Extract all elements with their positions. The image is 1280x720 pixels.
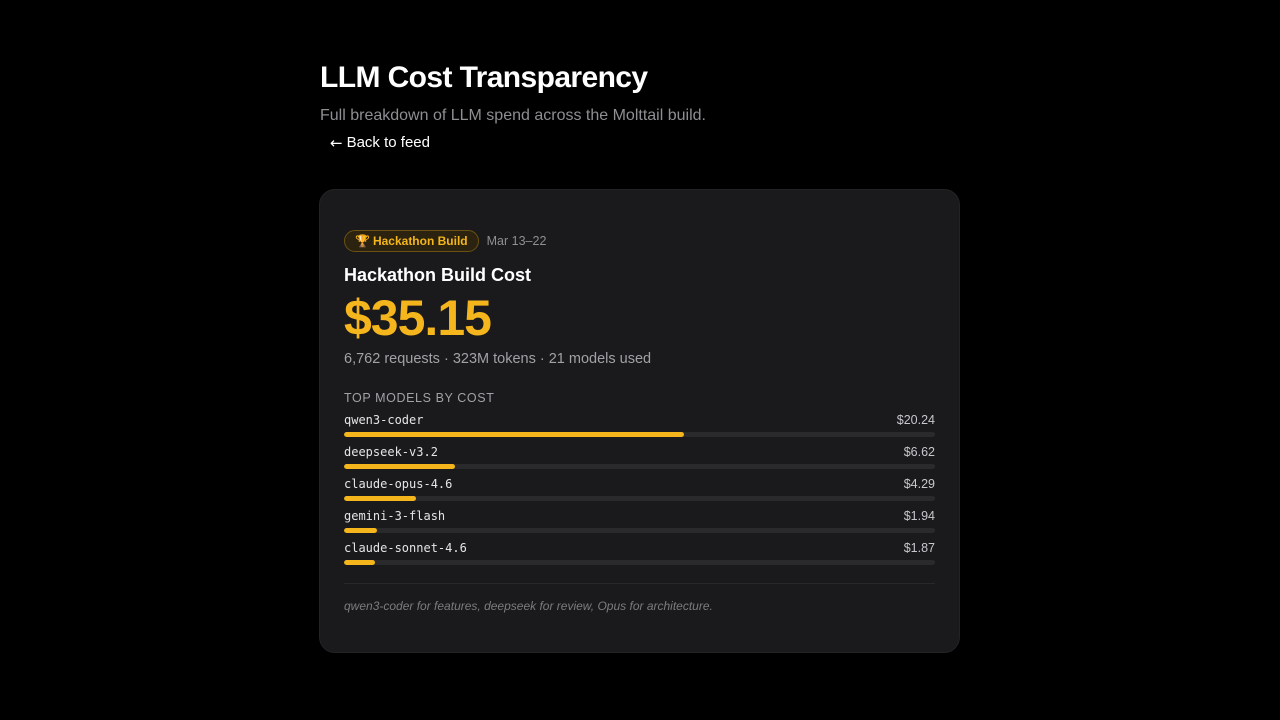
usage-stats: 6,762 requests · 323M tokens · 21 models… xyxy=(344,351,652,367)
cost-bar-fill xyxy=(344,528,377,533)
page-header: LLM Cost Transparency Full breakdown of … xyxy=(320,58,960,154)
model-cost: $6.62 xyxy=(903,445,935,459)
cost-bar-fill xyxy=(344,432,685,437)
cost-bar-fill xyxy=(344,464,456,469)
section-label: TOP MODELS BY COST xyxy=(344,391,495,405)
total-cost: $35.15 xyxy=(344,290,492,346)
model-row: claude-opus-4.6 $4.29 xyxy=(344,475,935,507)
cost-bar-fill xyxy=(344,560,376,565)
cost-bar-fill xyxy=(344,496,417,501)
model-cost: $20.24 xyxy=(896,413,935,427)
model-list: qwen3-coder $20.24 deepseek-v3.2 $6.62 c… xyxy=(344,411,935,571)
model-row: claude-sonnet-4.6 $1.87 xyxy=(344,539,935,571)
back-link-label: Back to feed xyxy=(346,134,430,151)
trophy-icon: 🏆 xyxy=(355,234,370,248)
model-name: gemini-3-flash xyxy=(344,509,446,523)
hackathon-badge: 🏆 Hackathon Build xyxy=(344,230,479,252)
model-name: claude-sonnet-4.6 xyxy=(344,541,467,555)
card-divider xyxy=(344,583,935,584)
model-cost: $4.29 xyxy=(903,477,935,491)
page-subtitle: Full breakdown of LLM spend across the M… xyxy=(320,107,706,124)
model-name: claude-opus-4.6 xyxy=(344,477,453,491)
cost-bar-track xyxy=(344,560,935,565)
cost-bar-track xyxy=(344,464,935,469)
model-name: deepseek-v3.2 xyxy=(344,445,438,459)
card-title: Hackathon Build Cost xyxy=(344,265,532,285)
model-row: deepseek-v3.2 $6.62 xyxy=(344,443,935,475)
cost-bar-track xyxy=(344,496,935,501)
card-meta-row: 🏆 Hackathon Build Mar 13–22 xyxy=(344,230,935,252)
arrow-left-icon: ← xyxy=(330,134,343,152)
badge-label: Hackathon Build xyxy=(372,234,468,248)
card-footnote: qwen3-coder for features, deepseek for r… xyxy=(344,599,713,613)
date-range: Mar 13–22 xyxy=(486,234,547,248)
model-row: gemini-3-flash $1.94 xyxy=(344,507,935,539)
back-to-feed-link[interactable]: ← Back to feed xyxy=(330,132,430,154)
model-cost: $1.94 xyxy=(903,509,935,523)
cost-card: 🏆 Hackathon Build Mar 13–22 Hackathon Bu… xyxy=(319,189,960,653)
model-cost: $1.87 xyxy=(903,541,935,555)
cost-bar-track xyxy=(344,432,935,437)
page-title: LLM Cost Transparency xyxy=(320,61,648,94)
cost-bar-track xyxy=(344,528,935,533)
model-row: qwen3-coder $20.24 xyxy=(344,411,935,443)
model-name: qwen3-coder xyxy=(344,413,424,427)
